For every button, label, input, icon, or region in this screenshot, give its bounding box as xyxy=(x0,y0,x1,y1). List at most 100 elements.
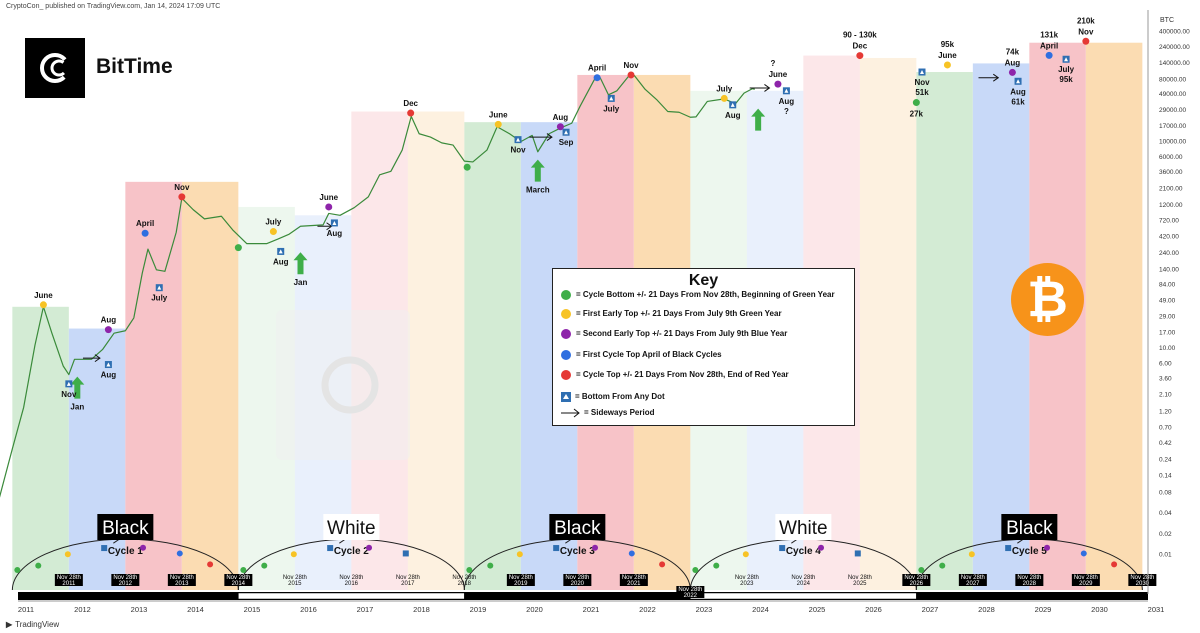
x-tick-label: 2012 xyxy=(74,605,91,614)
nov-label-box xyxy=(1015,574,1044,586)
x-tick-label: 2031 xyxy=(1148,605,1165,614)
arc-green-dot xyxy=(487,562,494,569)
marker-label: Dec xyxy=(403,99,418,108)
cycle-label-box xyxy=(97,514,154,540)
year-band xyxy=(916,72,973,590)
cycle-label-box xyxy=(1001,514,1058,540)
arc-green-dot xyxy=(466,567,473,573)
bottom-sublabel: ? xyxy=(784,107,789,116)
marker-label: Aug xyxy=(553,113,569,122)
nov-label-line2: 2028 xyxy=(1023,581,1037,587)
x-tick-label: 2016 xyxy=(300,605,317,614)
bittime-logo xyxy=(25,38,85,98)
triangle-glyph xyxy=(1016,79,1021,84)
year-band xyxy=(68,328,126,590)
year-band xyxy=(859,57,917,591)
marker-sublabel: June xyxy=(938,51,957,60)
bottom-label: Nov xyxy=(914,78,930,87)
x-tick-label: 2015 xyxy=(244,605,261,614)
arc-purple-dot xyxy=(1044,544,1051,551)
bottom-label: Aug xyxy=(725,111,741,120)
footer-text: TradingView xyxy=(15,620,60,629)
marker-label: June xyxy=(489,110,508,119)
purple-dot-icon xyxy=(561,329,571,339)
nov-label-line2: 2020 xyxy=(571,581,585,587)
arc-yellow-dot xyxy=(968,551,975,558)
watermark-box xyxy=(276,310,410,460)
sideways-arrow-head xyxy=(94,354,101,363)
arc-green-dot xyxy=(692,567,699,573)
green-dot-marker xyxy=(912,99,920,107)
arc-yellow-dot xyxy=(290,551,297,558)
marker-label: 74k xyxy=(1006,47,1020,56)
arc-blue-dot xyxy=(628,550,635,557)
arc-blue-dot xyxy=(176,550,183,557)
bottom-label: Aug xyxy=(101,371,117,380)
arc-triangle-icon xyxy=(854,550,861,557)
green-arrow-label: March xyxy=(526,186,550,195)
y-tick-label: 17.00 xyxy=(1159,329,1176,336)
green-dot-marker xyxy=(234,244,242,252)
green-arrow-icon xyxy=(751,108,766,131)
green-arrow-icon xyxy=(293,252,308,275)
arc-triangle-icon xyxy=(1005,545,1012,552)
nov-label-line1: Nov 28th xyxy=(226,575,250,581)
bottom-label: Nov xyxy=(510,146,526,155)
marker-sublabel: Nov xyxy=(1078,27,1094,36)
nov-label-line2: 2014 xyxy=(232,581,246,587)
nov-label-line1: Nov 28th xyxy=(509,575,533,581)
nov-label-line1: Nov 28th xyxy=(622,575,646,581)
y-tick-label: 140.00 xyxy=(1159,266,1179,273)
y-tick-label: 400000.00 xyxy=(1159,29,1190,36)
key-item: = Bottom From Any Dot xyxy=(561,392,665,402)
nov-label-box xyxy=(676,586,705,598)
nov-label-line1: Nov 28th xyxy=(791,575,815,581)
yellow-dot-icon xyxy=(561,309,571,319)
y-tick-label: 1200.00 xyxy=(1159,202,1183,209)
nov-label-line2: 2021 xyxy=(627,581,641,587)
year-band xyxy=(972,63,1030,591)
arc-red-dot xyxy=(1111,561,1118,568)
arc-triangle-icon xyxy=(553,545,560,552)
nov-label-line1: Nov 28th xyxy=(283,575,307,581)
triangle-glyph xyxy=(609,96,614,101)
nov-label-line2: 2022 xyxy=(684,593,698,599)
triangle-glyph xyxy=(920,70,924,75)
nov-label-line1: Nov 28th xyxy=(961,575,985,581)
cycle-sublabel: Cycle 4 xyxy=(786,546,821,557)
yellow-dot-marker xyxy=(720,94,728,102)
triangle-glyph xyxy=(66,381,71,386)
marker-label: 27k xyxy=(910,110,924,119)
nov-label-line1: Nov 28th xyxy=(1130,575,1154,581)
marker-label: July xyxy=(716,84,733,93)
red-dot-marker xyxy=(856,52,864,60)
y-tick-label: 17000.00 xyxy=(1159,123,1186,130)
nov-label-line1: Nov 28th xyxy=(170,575,194,581)
arc-triangle-icon xyxy=(402,550,409,557)
arc-purple-dot xyxy=(818,544,825,551)
triangle-glyph xyxy=(516,137,521,142)
arc-green-dot xyxy=(240,567,247,573)
nov-label-line1: Nov 28th xyxy=(396,575,420,581)
marker-sublabel: Dec xyxy=(853,42,868,51)
arc-green-dot xyxy=(713,562,720,569)
key-item-text: = Cycle Bottom +/- 21 Days From Nov 28th… xyxy=(576,290,835,300)
nov-label-box xyxy=(167,574,196,586)
nov-label-line1: Nov 28th xyxy=(735,575,759,581)
arc-yellow-dot xyxy=(516,551,523,558)
nov-label-box xyxy=(224,574,253,586)
key-item: = Cycle Bottom +/- 21 Days From Nov 28th… xyxy=(561,290,835,300)
key-item-text: = Second Early Top +/- 21 Days From July… xyxy=(576,329,788,339)
purple-dot-marker xyxy=(556,123,564,131)
triangle-glyph xyxy=(564,130,569,135)
cycle-label: Black xyxy=(1006,518,1053,539)
key-item-text: = First Early Top +/- 21 Days From July … xyxy=(576,309,782,319)
triangle-glyph xyxy=(278,249,283,254)
timeline-bar xyxy=(18,592,1148,600)
cycle-label-box xyxy=(323,514,380,540)
green-arrow-icon xyxy=(70,376,85,399)
y-tick-label: 240.00 xyxy=(1159,250,1179,257)
sideways-arrow-head xyxy=(546,133,553,141)
bottom-label: July xyxy=(151,294,168,303)
nov-label-line2: 2027 xyxy=(966,581,980,587)
